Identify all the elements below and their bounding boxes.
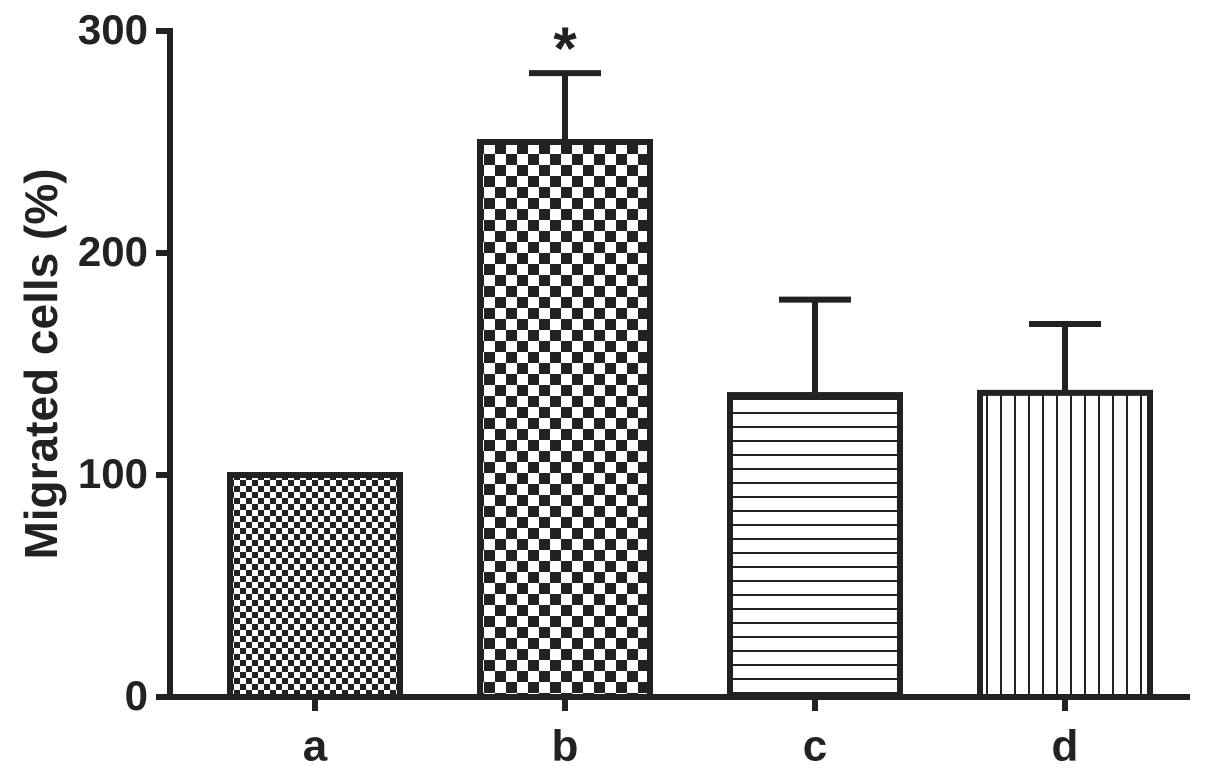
x-tick-label: d xyxy=(1052,722,1079,771)
y-tick-label: 300 xyxy=(78,6,148,53)
bar xyxy=(977,389,1153,700)
annotation: * xyxy=(553,15,577,82)
y-tick-label: 0 xyxy=(125,672,148,719)
bar xyxy=(477,139,653,700)
y-axis-label: Migrated cells (%) xyxy=(15,168,67,559)
bar xyxy=(227,472,403,700)
y-tick-label: 200 xyxy=(78,228,148,275)
x-tick-label: c xyxy=(803,722,827,771)
bar xyxy=(727,392,903,700)
x-tick-label: b xyxy=(552,722,579,771)
x-tick-label: a xyxy=(303,722,328,771)
y-tick-label: 100 xyxy=(78,450,148,497)
